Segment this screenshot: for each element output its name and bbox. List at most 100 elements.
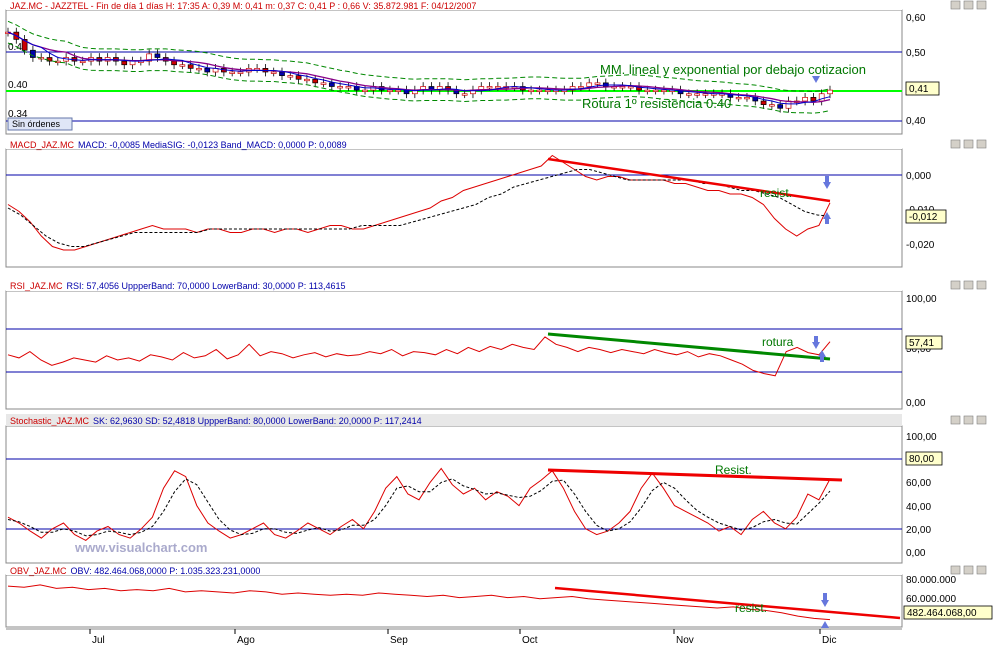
candle-body [777,104,784,109]
minimize-button[interactable] [950,280,961,290]
candle-body [586,82,593,87]
minimize-button[interactable] [950,0,961,10]
candle-body [486,86,493,89]
stochastic-panel [5,425,903,564]
price-axis: 0,60 0,50 0,40 0,41 [905,13,940,127]
macd-window-buttons[interactable] [950,139,987,149]
candle-body [362,89,368,92]
rsi-tick-50: 50,00 [906,344,931,355]
candle-body [644,89,651,92]
arrow-up-icon [821,621,829,628]
candle-body [337,86,343,89]
band-upper [7,20,831,93]
candle-body [802,97,808,102]
candle-body [196,68,202,71]
maximize-button[interactable] [963,565,974,575]
arrow-down-icon [821,593,829,607]
candle-body [328,82,335,87]
minimize-button[interactable] [950,565,961,575]
obv-header: OBV_JAZ.MC OBV: 482.464.068,0000 P: 1.035… [10,566,260,576]
candle-body [179,64,186,67]
candle-body [79,60,86,63]
close-button[interactable] [976,0,987,10]
candle-body [744,97,750,100]
maximize-button[interactable] [963,415,974,425]
candle-body [287,75,294,78]
watermark: www.visualchart.com [74,540,207,555]
candle-body [495,86,501,89]
orders-box-label: Sin órdenes [12,119,61,129]
close-button[interactable] [976,565,987,575]
obv-tick-60m: 60.000.000 [906,594,956,605]
minimize-button[interactable] [950,139,961,149]
rsi-panel [5,290,903,410]
candle-body [569,86,576,91]
minimize-button[interactable] [950,415,961,425]
candle-body [769,104,775,107]
candle-body [578,86,584,89]
candle-body [21,39,28,51]
close-button[interactable] [976,415,987,425]
obv-annotation: resist. [735,601,767,615]
price-annotation-breakout: Rotura 1º resistencia 0.40 [582,96,731,111]
candle-body [685,93,692,96]
candle-body [395,89,402,92]
macd-annotation: resist. [760,186,792,200]
macd-value-box [905,209,947,224]
stoch-sk-line [7,467,831,541]
macd-axis: 0,000 -0,010 -0,020 -0,012 [905,171,947,251]
close-button[interactable] [976,280,987,290]
candle-body [270,71,277,74]
macd-header-name: MACD_JAZ.MC [10,140,75,150]
candle-body [121,60,128,66]
stoch-tick-60: 60,00 [906,478,931,489]
month-label-sep: Sep [390,635,408,646]
moving-average-exponential [7,31,831,105]
obv-trendline [554,586,901,620]
maximize-button[interactable] [963,280,974,290]
obv-value-box [903,605,993,620]
candle-body [694,93,701,96]
stoch-window-buttons[interactable] [950,415,987,425]
candle-body [536,89,543,92]
macd-header: MACD_JAZ.MC MACD: -0,0085 MediaSIG: -0,01… [10,140,347,150]
rsi-trendline [547,332,831,361]
obv-header-name: OBV_JAZ.MC [10,566,67,576]
maximize-button[interactable] [963,139,974,149]
obv-window-buttons[interactable] [950,565,987,575]
price-panel [5,9,903,135]
maximize-button[interactable] [963,0,974,10]
rsi-window-buttons[interactable] [950,280,987,290]
candle-body [304,78,310,82]
month-label-ago: Ago [237,635,255,646]
orders-box[interactable] [7,117,73,131]
candle-body [735,97,742,100]
price-window-buttons[interactable] [950,0,987,10]
candle-body [187,64,194,69]
stoch-tick-40: 40,00 [906,502,931,513]
stoch-header: Stochastic_JAZ.MC SK: 62,9630 SD: 52,4818… [10,416,422,426]
macd-tick-2: -0,020 [906,240,935,251]
rsi-axis: 100,00 50,00 0,00 57,41 [905,294,943,409]
rsi-header-bg [6,280,902,291]
rsi-line [7,336,831,377]
obv-header-values: OBV: 482.464.068,0000 P: 1.035.323.231,0… [71,566,261,576]
candle-body [204,68,211,73]
month-label-jul: Jul [92,635,105,646]
obv-value-label: 482.464.068,00 [907,608,977,619]
stoch-axis: 100,00 60,00 40,00 20,00 0,00 80,00 [905,432,943,559]
macd-line [7,154,831,251]
macd-tick-0: 0,000 [906,171,931,182]
stoch-header-bg [6,414,902,426]
rsi-header-name: RSI_JAZ.MC [10,281,63,291]
level-label-034: 0.34 [8,109,28,120]
obv-tick-80m: 80.000.000 [906,575,956,586]
candle-body [544,89,551,92]
candle-body [827,89,833,95]
rsi-annotation: rotura [762,335,794,349]
stoch-annotation: Resist. [715,463,752,477]
arrow-down-icon [823,176,831,189]
rsi-value-box [905,335,943,350]
rsi-header: RSI_JAZ.MC RSI: 57,4056 UppperBand: 70,00… [10,281,346,291]
close-button[interactable] [976,139,987,149]
